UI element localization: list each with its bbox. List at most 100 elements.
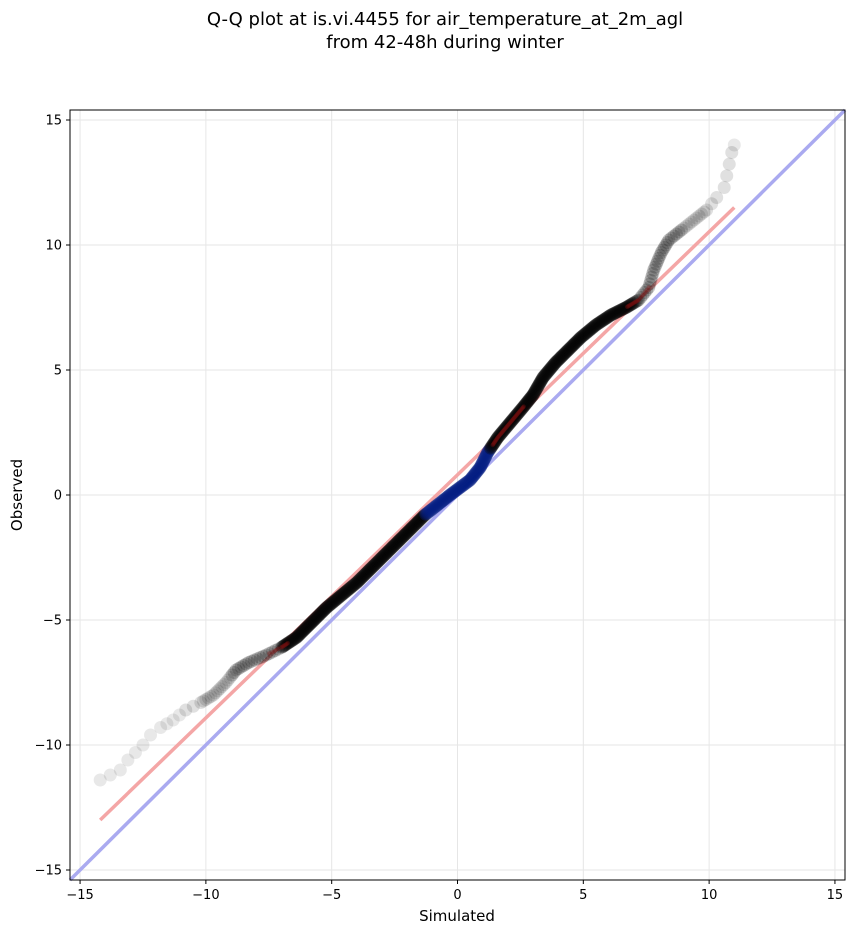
quantile-point [612, 304, 626, 318]
quantile-point [377, 548, 391, 562]
quantile-point [385, 540, 399, 554]
quantile-point [595, 314, 609, 328]
x-tick-label: −15 [66, 888, 93, 903]
fit-overlap-mark [510, 417, 516, 422]
quantile-point [229, 663, 243, 677]
quantile-point [330, 592, 344, 606]
quantile-point [385, 541, 399, 555]
fit-line [98, 206, 736, 822]
quantile-point [436, 493, 450, 507]
quantile-point [651, 254, 665, 268]
fit-overlap-mark [279, 645, 284, 650]
quantile-point [409, 517, 423, 531]
quantile-point [643, 277, 657, 291]
quantile-point [384, 542, 398, 556]
x-axis-ticks: −15 −10 −5 0 5 10 15 [66, 880, 843, 903]
quantile-point [519, 397, 533, 411]
quantile-point [610, 305, 624, 319]
quantile-point [720, 169, 734, 183]
quantile-point [376, 550, 390, 564]
quantile-point [484, 441, 498, 455]
quantile-point [378, 547, 392, 561]
x-tick-label: −10 [192, 888, 219, 903]
quantile-point [654, 246, 668, 259]
quantile-point [512, 406, 526, 419]
quantile-point [328, 594, 342, 608]
quantile-point [481, 444, 495, 458]
quantile-point [495, 426, 509, 439]
quantile-point [560, 344, 574, 358]
fit-overlap-mark [504, 424, 510, 429]
quantile-point [463, 473, 477, 487]
quantile-point [318, 602, 332, 616]
quantile-point [482, 443, 496, 457]
quantile-point [343, 581, 357, 595]
quantile-point [342, 582, 356, 596]
quantile-point [369, 557, 383, 571]
quantile-point [506, 413, 520, 426]
quantile-point [623, 298, 637, 312]
quantile-point [682, 217, 696, 231]
quantile-point [632, 293, 646, 307]
fit-overlap-mark [633, 299, 638, 305]
fit-overlap-mark [631, 300, 637, 305]
quantile-point [471, 463, 485, 477]
fit-overlap-mark [644, 287, 649, 293]
quantile-point [461, 475, 475, 488]
quantile-point [609, 306, 623, 320]
quantile-point [581, 325, 595, 339]
quantile-point [621, 299, 635, 313]
quantile-point [421, 506, 435, 520]
quantile-point [345, 580, 359, 594]
quantile-point [526, 388, 540, 402]
quantile-point [321, 600, 335, 614]
quantile-point [172, 708, 186, 722]
quantile-point [550, 355, 564, 369]
quantile-point [468, 467, 482, 481]
quantile-point [476, 455, 490, 469]
quantile-point [529, 383, 543, 397]
fit-overlap-mark [511, 416, 516, 421]
quantile-point [334, 589, 348, 603]
quantile-point [493, 428, 507, 441]
quantile-point [361, 564, 375, 578]
quantile-point [447, 485, 461, 499]
quantile-point [592, 316, 606, 330]
quantile-point [533, 375, 547, 389]
quantile-point [503, 417, 517, 430]
quantile-point [659, 238, 673, 252]
quantile-point [551, 353, 565, 367]
quantile-point [664, 231, 678, 245]
quantile-point [535, 373, 549, 387]
quantile-point [275, 640, 289, 654]
quantile-point [287, 632, 301, 646]
quantile-point [393, 533, 407, 547]
fit-overlap-mark [285, 641, 291, 646]
fit-overlap-mark [506, 422, 511, 427]
fit-overlap-mark [491, 440, 497, 446]
quantile-point [531, 380, 545, 394]
quantile-point [265, 645, 279, 659]
quantile-point [517, 399, 531, 413]
quantile-point [527, 386, 541, 400]
fit-overlap-mark [519, 406, 525, 411]
quantile-point [248, 653, 262, 667]
quantile-point [268, 644, 282, 657]
quantile-point [562, 342, 576, 356]
fit-overlap-mark [635, 298, 640, 303]
quantile-point [442, 489, 456, 503]
fit-overlap-mark [498, 431, 504, 436]
quantile-point [496, 425, 510, 438]
quantile-point [695, 207, 709, 221]
quantile-point [452, 481, 466, 495]
quantile-point [338, 586, 352, 599]
quantile-point [350, 576, 364, 589]
quantile-point [558, 347, 572, 361]
quantile-point [306, 614, 320, 628]
quantile-point [437, 493, 451, 507]
quantile-point [479, 449, 493, 463]
quantile-point [256, 649, 270, 663]
fit-overlap-mark [627, 303, 632, 308]
y-tick-label: −15 [35, 864, 62, 879]
y-tick-label: 15 [45, 114, 62, 129]
